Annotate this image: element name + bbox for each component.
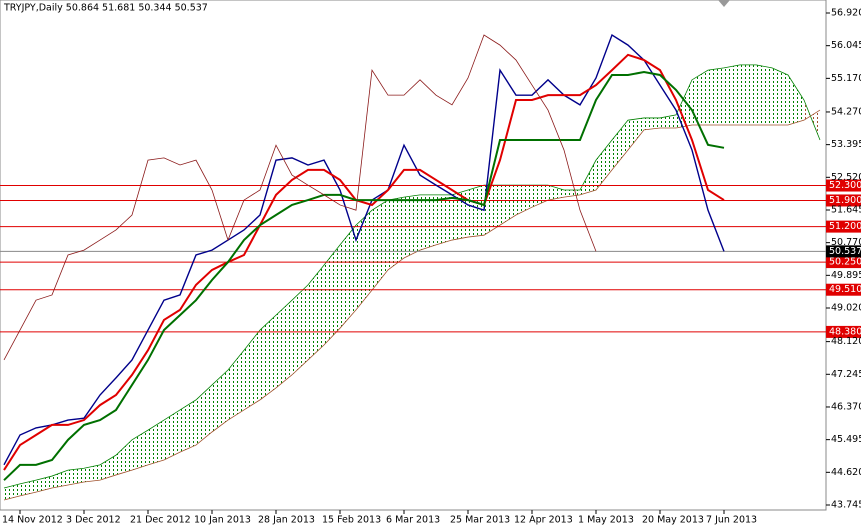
- cloud-segment: [100, 455, 116, 481]
- cloud-edge: [3, 109, 821, 501]
- cloud-segment: [676, 79, 692, 129]
- cloud-segment: [196, 384, 212, 446]
- x-tick-label: 15 Feb 2013: [322, 515, 381, 526]
- cloud-segment: [260, 315, 276, 400]
- y-tick-label: 52.520: [831, 172, 861, 183]
- y-tick-label: 47.245: [831, 369, 861, 380]
- price-label: 50.537: [829, 246, 861, 257]
- level-box: [826, 325, 861, 338]
- x-tick-label: 28 Jan 2013: [258, 515, 315, 526]
- cloud-segment: [420, 194, 436, 251]
- level-label: 52.300: [829, 180, 861, 191]
- cloud-segment: [660, 114, 676, 129]
- cloud-segment: [788, 74, 804, 126]
- y-tick-label: 56.920: [831, 8, 861, 19]
- cloud-segment: [292, 284, 308, 375]
- cloud-segment: [164, 409, 180, 461]
- series-line: [3, 53, 725, 471]
- cloud-segment: [228, 350, 244, 421]
- levels: 52.300 51.900 51.200 50.250 49.510 48.380 50.5…: [0, 179, 861, 338]
- cloud-segment: [20, 480, 36, 496]
- x-tick-label: 7 Jun 2013: [706, 515, 757, 526]
- cloud-segment: [276, 300, 292, 388]
- cloud-segment: [244, 330, 260, 410]
- x-tick-label: 21 Dec 2012: [130, 515, 191, 526]
- level-label: 51.200: [829, 221, 861, 232]
- cloud-edge: [3, 64, 821, 489]
- cloud-segment: [308, 265, 324, 360]
- cloud-segment: [756, 64, 772, 126]
- cloud-segment: [68, 468, 84, 486]
- cloud-segment: [436, 194, 452, 245]
- cloud-segment: [356, 210, 372, 310]
- series-line: [3, 70, 725, 481]
- x-tick-label: 20 May 2013: [642, 515, 704, 526]
- y-tick-label: 53.395: [831, 139, 861, 150]
- x-tick-label: 12 Apr 2013: [514, 515, 573, 526]
- cloud-segment: [132, 430, 148, 471]
- level-box: [826, 283, 861, 296]
- y-tick-label: 49.895: [831, 270, 861, 281]
- level-label: 51.900: [829, 195, 861, 206]
- level-box: [826, 256, 861, 269]
- level-label: 49.510: [829, 284, 861, 295]
- cloud-segment: [36, 476, 52, 493]
- cloud-segment: [580, 160, 596, 195]
- lines: [3, 33, 725, 481]
- axis: 43.745 44.620 45.495 46.370 47.245 48.120 49.0…: [2, 8, 861, 526]
- x-tick-label: 6 Mar 2013: [386, 515, 440, 526]
- cloud-segment: [628, 117, 644, 151]
- level-box: [826, 194, 861, 207]
- y-tick-label: 56.045: [831, 40, 861, 51]
- cloud: [3, 64, 821, 501]
- series-line: [3, 33, 725, 466]
- cloud-segment: [612, 120, 628, 170]
- cloud-segment: [724, 64, 740, 126]
- cloud-segment: [52, 470, 68, 489]
- cloud-segment: [708, 67, 724, 126]
- cloud-segment: [4, 483, 20, 500]
- x-tick-label: 3 Dec 2012: [66, 515, 121, 526]
- series-line: [3, 34, 597, 361]
- x-tick-label: 25 Mar 2013: [450, 515, 510, 526]
- y-tick-label: 45.495: [831, 434, 861, 445]
- y-tick-label: 54.270: [831, 106, 861, 117]
- y-tick-label: 55.170: [831, 73, 861, 84]
- cloud-segment: [596, 139, 612, 191]
- level-label: 50.250: [829, 257, 861, 268]
- y-tick-label: 46.370: [831, 401, 861, 412]
- shift-marker: [718, 0, 730, 7]
- cloud-segment: [212, 370, 228, 432]
- cloud-segment: [180, 399, 196, 453]
- y-tick-label: 44.620: [831, 467, 861, 478]
- cloud-segment: [388, 197, 404, 270]
- cloud-segment: [500, 185, 516, 226]
- x-tick-label: 14 Nov 2012: [2, 515, 63, 526]
- cloud-segment: [692, 70, 708, 126]
- x-tick-label: 1 May 2013: [578, 515, 634, 526]
- cloud-segment: [324, 244, 340, 345]
- cloud-segment: [644, 117, 660, 130]
- level-box: [826, 179, 861, 192]
- y-tick-label: 50.770: [831, 237, 861, 248]
- y-tick-label: 48.120: [831, 336, 861, 347]
- cloud-segment: [468, 185, 484, 238]
- y-tick-label: 51.645: [831, 204, 861, 215]
- y-tick-label: 43.745: [831, 500, 861, 511]
- cloud-segment: [484, 185, 500, 236]
- y-tick-label: 49.020: [831, 303, 861, 314]
- cloud-segment: [84, 464, 100, 483]
- plot-frame: [0, 0, 827, 511]
- cloud-segment: [372, 200, 388, 291]
- cloud-segment: [740, 64, 756, 126]
- level-label: 48.380: [829, 326, 861, 337]
- cloud-segment: [148, 420, 164, 465]
- chart-title: TRYJPY,Daily 50.864 51.681 50.344 50.537: [3, 3, 208, 14]
- cloud-segment: [772, 67, 788, 126]
- price-box: [826, 245, 861, 258]
- x-tick-label: 10 Jan 2013: [194, 515, 251, 526]
- level-box: [826, 220, 861, 233]
- cloud-segment: [116, 439, 132, 475]
